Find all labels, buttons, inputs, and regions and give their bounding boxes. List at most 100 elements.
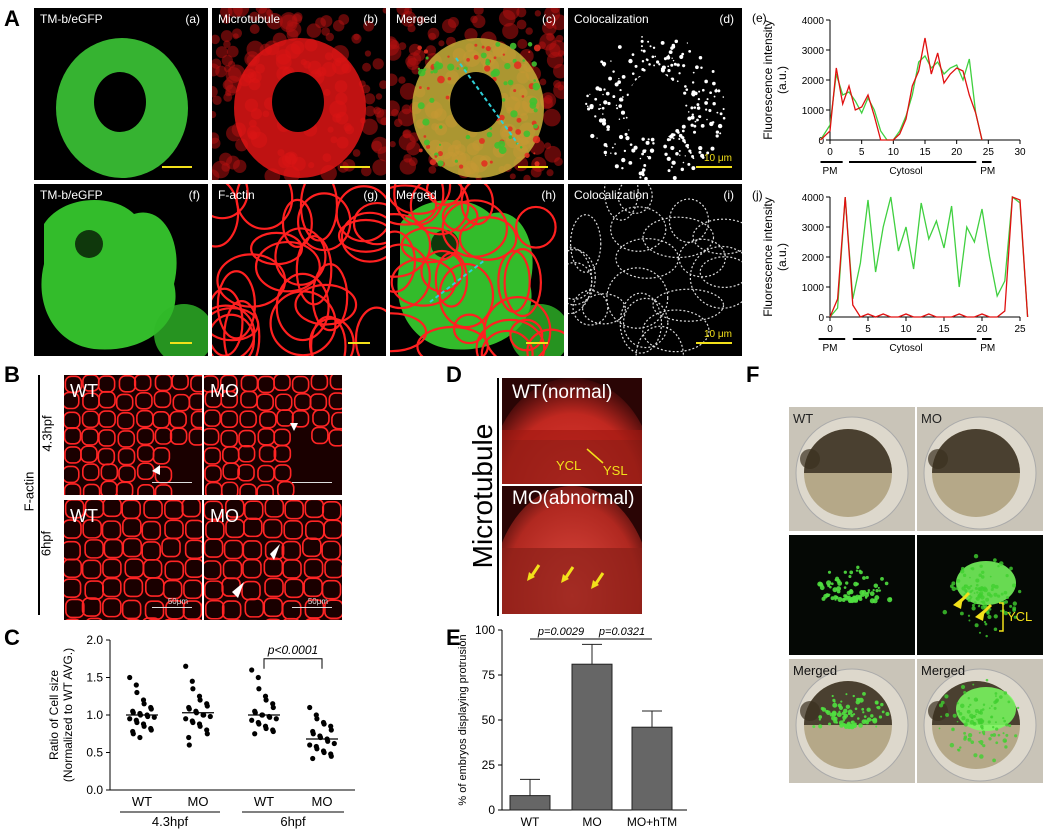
y-tick-label: 4000 bbox=[802, 16, 825, 27]
series-line-0 bbox=[819, 54, 983, 141]
scale-bar bbox=[292, 607, 332, 608]
micrograph-sublabel: (g) bbox=[363, 188, 378, 202]
x-tick-label: 15 bbox=[938, 324, 950, 335]
chart-j-intensity-profile: (j)Fluorescence intensity (a.u.) 0 1000 2000… bbox=[752, 188, 1029, 354]
embryo-label: Merged bbox=[793, 663, 838, 678]
data-point bbox=[201, 712, 207, 718]
y-tick-label: 4000 bbox=[802, 193, 825, 204]
data-point bbox=[249, 717, 255, 723]
embryo-label: WT bbox=[793, 411, 814, 426]
region-label: PM bbox=[980, 166, 995, 177]
y-tick-label: 3000 bbox=[802, 223, 825, 234]
line-scan-marker bbox=[455, 57, 519, 145]
arrowhead bbox=[152, 465, 160, 475]
bar-0 bbox=[509, 795, 551, 811]
micrograph-title: Merged bbox=[396, 188, 437, 202]
panel-d-ysl-label: YSL bbox=[603, 463, 628, 478]
data-point bbox=[186, 706, 192, 712]
data-point bbox=[325, 738, 331, 744]
y-tick-label: 2000 bbox=[802, 253, 825, 264]
data-point bbox=[270, 728, 276, 735]
micrograph-title: TM-b/eGFP bbox=[40, 12, 103, 26]
scale-bar bbox=[526, 342, 548, 344]
micrograph-sublabel: (c) bbox=[542, 12, 556, 26]
genotype-label: MO bbox=[210, 381, 239, 401]
data-point bbox=[148, 727, 154, 733]
data-point bbox=[256, 686, 262, 692]
y-axis-label: (a.u.) bbox=[775, 243, 789, 271]
y-tick-label: 0 bbox=[818, 313, 824, 324]
data-point bbox=[307, 704, 313, 711]
micrograph-row1-0: TM-b/eGFP (a) bbox=[34, 8, 208, 180]
region-label: Cytosol bbox=[889, 343, 922, 354]
scale-bar bbox=[162, 166, 192, 168]
data-point bbox=[186, 742, 192, 748]
panel-label-d: D bbox=[446, 362, 462, 387]
data-point bbox=[328, 727, 334, 733]
ycl-label: YCL bbox=[1007, 609, 1033, 624]
data-point bbox=[255, 674, 261, 681]
data-point bbox=[267, 714, 273, 720]
panel-b-side-line bbox=[38, 375, 40, 615]
data-point bbox=[141, 723, 147, 729]
panel-d-mo-image bbox=[502, 486, 642, 614]
ycl-bracket bbox=[999, 602, 1004, 632]
scale-bar bbox=[340, 166, 370, 168]
chart-c-cell-size-scatter: Ratio of Cell size (Normalized to WT AVG.… bbox=[47, 633, 355, 829]
y-tick-label: 1.5 bbox=[86, 671, 103, 685]
p-value-label: p=0.0321 bbox=[598, 626, 645, 638]
data-point bbox=[137, 734, 143, 741]
panel-b-row-label-2: 6hpf bbox=[38, 530, 54, 557]
y-tick-label: 100 bbox=[475, 623, 495, 637]
data-point bbox=[133, 682, 139, 688]
data-point bbox=[252, 731, 258, 737]
arrowhead bbox=[290, 423, 298, 431]
data-point bbox=[183, 663, 189, 669]
micrograph-sublabel: (f) bbox=[188, 188, 200, 202]
y-tick-label: 50 bbox=[482, 713, 496, 727]
data-point bbox=[310, 731, 316, 737]
x-category-label: MO bbox=[582, 815, 601, 829]
panel-label-a: A bbox=[4, 6, 20, 31]
genotype-label: WT bbox=[70, 506, 98, 526]
data-point bbox=[263, 697, 269, 703]
panel-d-ycl-label: YCL bbox=[556, 458, 582, 473]
scale-bar bbox=[518, 166, 548, 168]
data-point bbox=[252, 710, 258, 716]
x-tick-label: 5 bbox=[859, 147, 865, 158]
bar-2 bbox=[631, 726, 673, 811]
x-tick-label: 30 bbox=[1014, 147, 1026, 158]
panel-d-side-line bbox=[497, 378, 499, 616]
x-tick-label: 20 bbox=[951, 147, 963, 158]
embryo-image-4: Merged bbox=[789, 659, 915, 783]
x-tick-label: 0 bbox=[827, 147, 833, 158]
data-point bbox=[190, 686, 196, 692]
chart-panel-tag: (j) bbox=[752, 188, 763, 202]
data-point bbox=[183, 716, 189, 722]
x-tick-label: 25 bbox=[1014, 324, 1026, 335]
y-tick-label: 75 bbox=[482, 668, 496, 682]
data-point bbox=[204, 731, 210, 737]
region-label: PM bbox=[823, 166, 838, 177]
micrograph-title: Merged bbox=[396, 12, 437, 26]
line-scan-marker bbox=[429, 259, 486, 303]
data-point bbox=[321, 749, 327, 756]
embryo-image-5: Merged bbox=[917, 659, 1043, 783]
arrowhead bbox=[232, 582, 244, 598]
data-point bbox=[197, 723, 203, 729]
scale-bar-label: 10 μm bbox=[704, 153, 732, 164]
micrograph-row2-2: Merged (h) bbox=[390, 184, 564, 356]
micrograph-sublabel: (i) bbox=[723, 188, 734, 202]
scale-bar bbox=[696, 166, 732, 168]
data-point bbox=[273, 716, 279, 722]
micrograph-sublabel: (d) bbox=[719, 12, 734, 26]
x-tick-label: 15 bbox=[919, 147, 931, 158]
data-point bbox=[148, 706, 154, 712]
y-tick-label: 1000 bbox=[802, 106, 825, 117]
y-tick-label: 25 bbox=[482, 758, 496, 772]
embryo-label: Merged bbox=[921, 663, 966, 678]
micrograph-row2-0: TM-b/eGFP (f) bbox=[34, 184, 208, 356]
data-point bbox=[204, 703, 210, 709]
data-point bbox=[256, 721, 262, 727]
y-axis-label: (a.u.) bbox=[775, 66, 789, 94]
